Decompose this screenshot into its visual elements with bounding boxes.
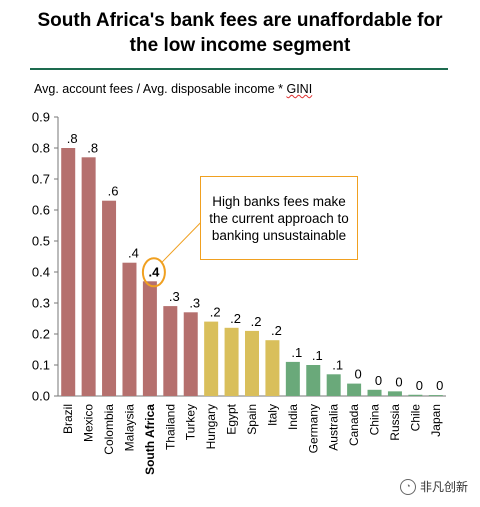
chart-title: South Africa's bank fees are unaffordabl… (10, 8, 470, 58)
bar-mexico (81, 157, 96, 396)
subtitle-gini: GINI (286, 82, 313, 96)
x-tick-label: Japan (429, 404, 443, 437)
data-label: 0 (354, 367, 361, 382)
y-tick-label: 0.8 (32, 141, 50, 156)
data-label: .3 (169, 289, 180, 304)
x-tick-label: Germany (306, 404, 320, 453)
bar-chile (408, 394, 423, 396)
x-tick-label: Canada (347, 404, 361, 446)
x-tick-label: Mexico (82, 404, 96, 442)
data-label: 0 (436, 378, 443, 393)
bar-australia (326, 374, 341, 396)
data-label: .2 (271, 323, 282, 338)
callout-box: High banks fees make the current approac… (200, 176, 358, 260)
data-label: .8 (87, 140, 98, 155)
y-tick-label: 0.4 (32, 265, 50, 280)
watermark: ◔ 非凡创新 (399, 478, 468, 495)
data-label: .2 (251, 314, 262, 329)
bar-china (367, 389, 382, 396)
highlight-ellipse (141, 257, 166, 288)
y-tick-label: 0.9 (32, 110, 50, 125)
bar-canada (347, 383, 362, 396)
bar-brazil (61, 148, 76, 396)
y-tick-label: 0.1 (32, 358, 50, 373)
x-tick-label: Italy (265, 404, 279, 426)
data-label: .1 (332, 357, 343, 372)
chat-bubble-icon: ◔ (399, 478, 416, 495)
x-tick-label: Malaysia (122, 404, 136, 452)
bar-spain (245, 330, 259, 396)
bar-turkey (183, 312, 198, 396)
bar-hungary (204, 321, 219, 396)
data-label: .4 (148, 264, 160, 279)
data-label: .4 (128, 246, 139, 261)
bar-japan (428, 395, 443, 396)
data-label: .6 (108, 184, 119, 199)
bar-india (285, 361, 300, 396)
x-tick-label: Thailand (163, 404, 177, 450)
bar-south-africa (142, 281, 157, 396)
data-label: 0 (416, 378, 423, 393)
data-label: 0 (395, 374, 402, 389)
y-tick-label: 0.2 (32, 327, 50, 342)
x-tick-label: Brazil (61, 404, 75, 434)
data-label: .2 (210, 305, 221, 320)
x-tick-label: Chile (408, 404, 422, 432)
y-tick-label: 0.5 (32, 234, 50, 249)
bar-germany (306, 365, 321, 396)
x-tick-label: China (368, 404, 382, 436)
title-line-2: the low income segment (129, 35, 351, 56)
y-tick-label: 0.3 (32, 296, 50, 311)
watermark-text: 非凡创新 (419, 480, 468, 494)
x-tick-label: Colombia (102, 404, 116, 455)
y-tick-label: 0.7 (32, 172, 50, 187)
title-divider (30, 68, 448, 70)
x-tick-label: Russia (388, 404, 402, 441)
x-tick-label: Australia (327, 404, 341, 451)
x-tick-label: India (286, 404, 300, 430)
bar-russia (387, 391, 402, 396)
title-line-1: South Africa's bank fees are unaffordabl… (37, 10, 443, 31)
data-label: .1 (312, 348, 323, 363)
x-tick-label: Spain (245, 404, 259, 435)
x-tick-label: Egypt (225, 403, 239, 434)
data-label: .1 (291, 345, 302, 360)
chart-subtitle: Avg. account fees / Avg. disposable inco… (34, 82, 312, 96)
x-tick-label: South Africa (143, 404, 157, 475)
bar-egypt (224, 327, 239, 396)
bar-thailand (163, 306, 178, 396)
x-tick-label: Turkey (184, 404, 198, 440)
data-label: .2 (230, 311, 241, 326)
bar-malaysia (122, 262, 137, 396)
y-tick-label: 0.6 (32, 203, 50, 218)
y-tick-label: 0.0 (32, 389, 50, 404)
bar-italy (265, 340, 280, 396)
data-label: .8 (67, 131, 78, 146)
data-label: 0 (375, 373, 382, 388)
bar-colombia (102, 200, 117, 396)
subtitle-text: Avg. account fees / Avg. disposable inco… (34, 82, 287, 96)
x-tick-label: Hungary (204, 404, 218, 449)
data-label: .3 (189, 295, 200, 310)
callout-text: High banks fees make the current approac… (209, 193, 349, 243)
